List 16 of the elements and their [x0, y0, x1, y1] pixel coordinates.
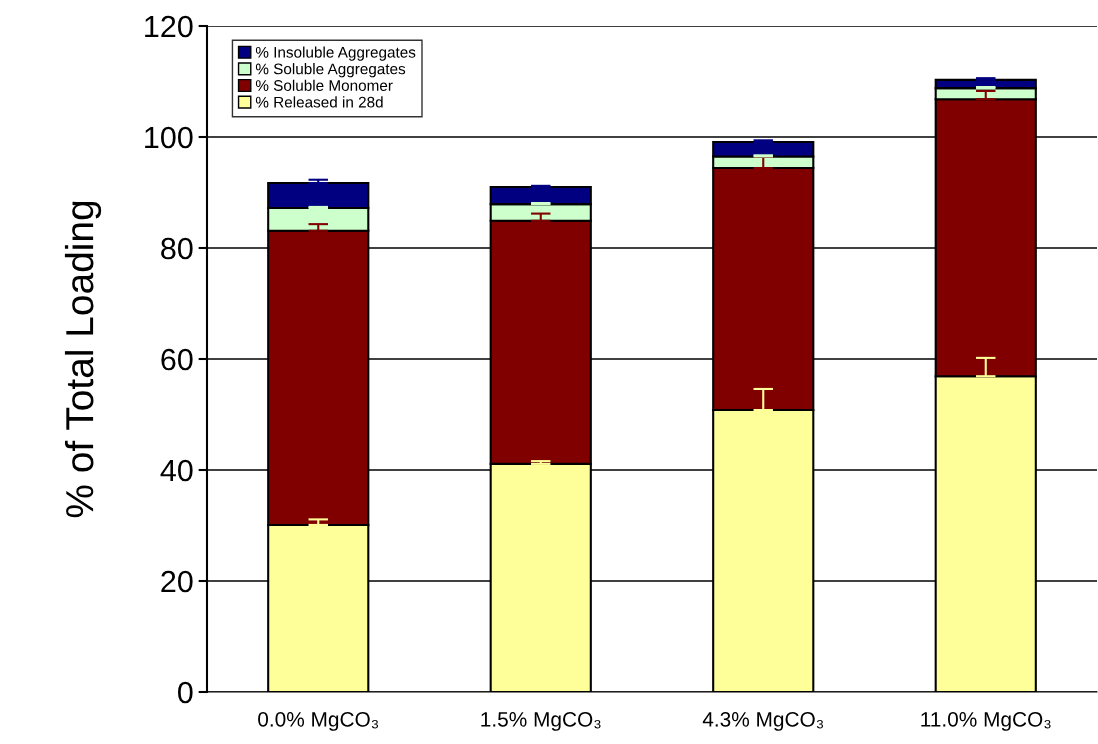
y-tick-label: 60: [161, 348, 193, 371]
y-tick-label: 40: [160, 459, 193, 482]
y-tick-label: 120: [145, 15, 193, 38]
x-tick-label: 0.0% MgCO₃: [258, 711, 379, 731]
legend-label: % Soluble Monomer: [255, 79, 393, 91]
y-tick-label: 0: [178, 681, 193, 704]
legend-label: % Soluble Aggregates: [255, 63, 406, 78]
y-axis-title: % of Total Loading: [64, 201, 102, 518]
y-tick-label: 100: [145, 126, 193, 149]
y-tick-label: 20: [161, 570, 193, 593]
legend-label: % Released in 28d: [255, 96, 383, 108]
legend-label: % Insoluble Aggregates: [255, 46, 416, 61]
x-tick-label: 4.3% MgCO₃: [702, 711, 824, 731]
y-tick-label: 80: [161, 237, 193, 260]
x-tick-label: 1.5% MgCO₃: [481, 711, 601, 731]
x-tick-label: 11.0% MgCO₃: [921, 711, 1051, 731]
